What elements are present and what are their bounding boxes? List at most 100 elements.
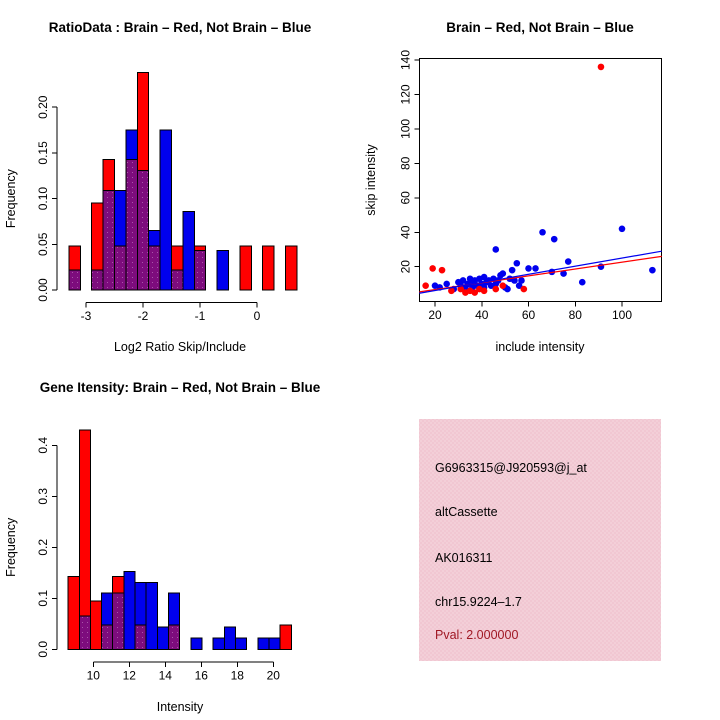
scatter-point-red	[448, 287, 455, 295]
y-axis-label: skip intensity	[364, 143, 378, 215]
x-tick-label: -3	[81, 309, 92, 323]
hist-bar-red	[91, 202, 104, 271]
y-tick-label: 80	[398, 156, 412, 170]
hist-bar-overlap	[168, 624, 181, 650]
chart-title: Gene Itensity: Brain – Red, Not Brain – …	[40, 380, 321, 395]
hist-bar-red	[68, 245, 81, 271]
x-tick-label: -2	[138, 309, 149, 323]
hist-bar-red	[78, 429, 91, 617]
hist-bar-overlap	[102, 189, 115, 291]
gene-probe-id: G6963315@J920593@j_at	[435, 461, 587, 475]
hist-bar-overlap	[171, 269, 184, 291]
scatter-point-blue	[518, 277, 525, 284]
gene-locus: chr15.9224–1.7	[435, 595, 522, 609]
scatter-canvas: Brain – Red, Not Brain – Blue 20 40 60 80 100…	[364, 20, 663, 354]
hist-bar-overlap	[112, 592, 125, 650]
x-tick-label: 80	[569, 308, 583, 322]
scatter-point-blue	[459, 277, 467, 284]
hist-bar-red	[279, 624, 292, 650]
hist-bar-overlap	[91, 269, 104, 291]
x-tick-label: 40	[475, 308, 489, 322]
hist-bar-red	[102, 158, 115, 191]
scatter-point-red	[438, 266, 446, 274]
hist-bar-red	[112, 575, 125, 594]
y-axis-label: Frequency	[4, 168, 18, 228]
x-axis-label: Log2 Ratio Skip/Include	[114, 340, 246, 354]
panel-gene-intensity-histogram: Gene Itensity: Brain – Red, Not Brain – …	[0, 360, 360, 720]
hist-bar-blue	[223, 626, 236, 650]
hist-bar-overlap	[114, 245, 127, 291]
x-tick-label: 14	[159, 669, 173, 683]
hist-bar-overlap	[101, 624, 114, 650]
x-tick-label: 100	[612, 308, 632, 322]
y-tick-label: 0.3	[36, 488, 50, 505]
x-tick-label: 60	[522, 308, 536, 322]
y-tick-label: 40	[398, 225, 412, 239]
x-axis-label: include intensity	[496, 340, 586, 354]
y-tick-label: 0.1	[36, 590, 50, 607]
scatter-point-red	[422, 282, 429, 289]
hist-bar-red	[239, 245, 252, 291]
y-tick-label: 0.05	[36, 232, 50, 256]
hist-bar-overlap	[148, 245, 161, 291]
scatter-point-blue	[504, 285, 511, 293]
hist-bar-overlap	[136, 169, 150, 291]
hist-bar-red	[193, 245, 207, 252]
scatter-point-blue	[492, 246, 500, 253]
y-tick-label: 0.00	[36, 278, 50, 302]
hist-bar-red	[89, 600, 103, 650]
scatter-point-blue	[508, 266, 516, 274]
hist-bar-red	[262, 245, 275, 291]
y-tick-label: 0.2	[36, 539, 50, 556]
scatter-point-blue	[618, 225, 626, 233]
hist-bar-blue	[134, 581, 147, 626]
plot-box	[418, 57, 663, 303]
y-tick-label: 0.20	[36, 95, 50, 119]
gene-splice-type: altCassette	[435, 505, 498, 519]
scatter-point-red	[457, 285, 465, 293]
scatter-point-blue	[525, 265, 532, 272]
scatter-point-blue	[513, 259, 521, 267]
panel-ratio-histogram: RatioData : Brain – Red, Not Brain – Blu…	[0, 0, 360, 360]
hist-bar-blue	[216, 250, 230, 291]
scatter-point-blue	[511, 277, 518, 284]
scatter-point-blue	[550, 235, 558, 243]
scatter-point-blue	[539, 228, 546, 236]
hist-bar-blue	[159, 129, 173, 291]
gene-accession: AK016311	[435, 551, 493, 565]
hist-bar-red	[136, 71, 150, 171]
hist-bar-blue	[268, 637, 281, 650]
hist-bar-red	[171, 245, 184, 271]
hist-bar-blue	[168, 592, 181, 626]
gene-info-box: G6963315@J920593@j_at altCassette AK0163…	[419, 419, 661, 661]
x-tick-label: 0	[254, 309, 261, 323]
scatter-point-blue	[564, 258, 572, 265]
scatter-point-blue	[560, 270, 567, 277]
scatter-point-blue	[578, 278, 586, 286]
hist-bar-red	[285, 245, 298, 291]
hist-bar-blue	[101, 592, 114, 626]
panel-gene-info: G6963315@J920593@j_at altCassette AK0163…	[360, 360, 720, 720]
x-tick-label: 10	[87, 669, 101, 683]
gene-pval: Pval: 2.000000	[435, 628, 519, 642]
hist-bar-blue	[125, 129, 138, 160]
hist-bar-blue	[148, 230, 161, 247]
panel-intensity-scatter: Brain – Red, Not Brain – Blue 20 40 60 80 100…	[360, 0, 720, 360]
chart-title: Brain – Red, Not Brain – Blue	[446, 20, 634, 35]
hist-bar-blue	[212, 637, 225, 650]
hist-bar-blue	[182, 210, 195, 291]
hist-bar-blue	[156, 626, 170, 650]
hist-bar-blue	[123, 570, 136, 650]
chart-title: RatioData : Brain – Red, Not Brain – Blu…	[49, 20, 312, 35]
scatter-point-blue	[515, 282, 523, 289]
hist-bar-overlap	[78, 615, 91, 650]
hist-bar-blue	[114, 189, 127, 247]
scatter-point-blue	[649, 266, 656, 274]
y-tick-label: 60	[398, 191, 412, 205]
y-tick-label: 0.4	[36, 437, 50, 454]
y-tick-label: 100	[398, 119, 412, 139]
y-tick-label: 20	[398, 260, 412, 274]
scatter-point-blue	[480, 273, 488, 281]
scatter-point-red	[471, 289, 479, 296]
